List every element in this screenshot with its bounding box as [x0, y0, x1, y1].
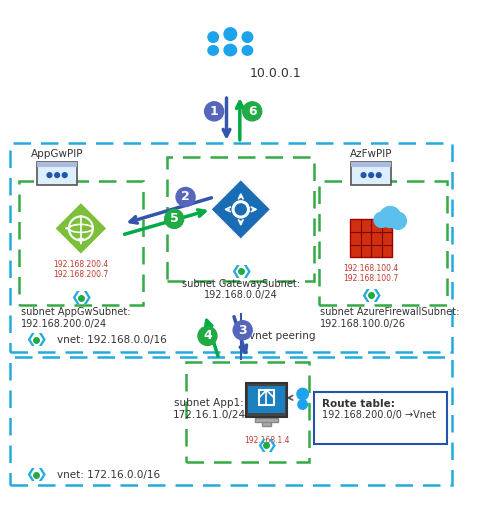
Text: 192.168.200.0/0 →Vnet: 192.168.200.0/0 →Vnet	[321, 410, 435, 420]
Bar	[314, 392, 446, 444]
Text: 6: 6	[247, 105, 256, 118]
Circle shape	[242, 102, 261, 121]
Bar	[349, 219, 391, 257]
Text: ❯: ❯	[81, 291, 91, 304]
Text: 10.0.0.1: 10.0.0.1	[250, 67, 301, 80]
Bar	[19, 181, 142, 305]
Text: Route table:: Route table:	[321, 399, 393, 409]
Text: vnet: 192.168.0.0/16: vnet: 192.168.0.0/16	[57, 335, 166, 345]
Circle shape	[197, 327, 216, 346]
Circle shape	[233, 321, 252, 340]
Circle shape	[242, 32, 252, 42]
Bar	[248, 387, 284, 413]
Ellipse shape	[297, 400, 307, 409]
Ellipse shape	[208, 46, 218, 55]
Text: 192.168.200.4
192.168.200.7: 192.168.200.4 192.168.200.7	[53, 260, 108, 279]
Text: 1: 1	[209, 105, 218, 118]
Text: ❮: ❮	[70, 291, 81, 304]
Polygon shape	[210, 179, 271, 240]
Text: 5: 5	[169, 212, 178, 225]
Circle shape	[376, 173, 380, 178]
Circle shape	[389, 212, 406, 229]
Bar	[185, 361, 309, 461]
Circle shape	[373, 212, 389, 227]
Text: ❯: ❯	[240, 265, 251, 278]
Text: vnet: 172.16.0.0/16: vnet: 172.16.0.0/16	[57, 470, 160, 480]
Circle shape	[204, 102, 223, 121]
Text: ❮: ❮	[360, 289, 370, 302]
Bar	[318, 181, 446, 305]
Ellipse shape	[242, 46, 252, 55]
Text: subnet App1:
172.16.1.0/24: subnet App1: 172.16.1.0/24	[172, 398, 245, 420]
Text: vnet peering: vnet peering	[249, 331, 315, 341]
Text: AppGwPIP: AppGwPIP	[31, 149, 83, 159]
Text: AzFwPIP: AzFwPIP	[349, 149, 392, 159]
Circle shape	[235, 204, 246, 215]
Text: subnet GatewaySubnet:
192.168.0.0/24: subnet GatewaySubnet: 192.168.0.0/24	[182, 279, 299, 301]
Text: ❯: ❯	[266, 439, 276, 452]
Circle shape	[232, 201, 249, 218]
Bar	[350, 162, 390, 167]
Text: ❮: ❮	[26, 333, 36, 346]
Circle shape	[62, 173, 67, 178]
Circle shape	[176, 187, 195, 206]
Text: subnet AzureFirewallSubnet:
192.168.100.0/26: subnet AzureFirewallSubnet: 192.168.100.…	[319, 307, 458, 329]
Circle shape	[296, 388, 308, 400]
Bar	[166, 157, 314, 281]
Bar	[10, 143, 451, 352]
Circle shape	[208, 32, 218, 42]
Circle shape	[379, 206, 400, 227]
Bar	[245, 382, 287, 417]
Text: ❯: ❯	[36, 333, 46, 346]
Bar	[350, 162, 390, 185]
Circle shape	[47, 173, 52, 178]
Text: 192.168.1.4: 192.168.1.4	[243, 436, 288, 445]
Ellipse shape	[224, 45, 236, 56]
Circle shape	[361, 173, 365, 178]
Bar	[261, 421, 271, 426]
Circle shape	[224, 28, 236, 40]
Text: ❯: ❯	[370, 289, 381, 302]
Circle shape	[164, 209, 183, 228]
Bar	[37, 162, 77, 167]
Bar	[10, 357, 451, 485]
Polygon shape	[54, 202, 107, 255]
Text: 4: 4	[203, 329, 212, 343]
Bar	[37, 162, 77, 185]
Text: ❯: ❯	[36, 468, 46, 481]
Text: ❮: ❮	[26, 468, 36, 481]
Bar	[258, 390, 273, 406]
Bar	[255, 418, 277, 421]
Text: ❮: ❮	[230, 265, 240, 278]
Circle shape	[368, 173, 373, 178]
Text: 3: 3	[238, 324, 246, 337]
Text: subnet AppGwSubnet:
192.168.200.0/24: subnet AppGwSubnet: 192.168.200.0/24	[21, 307, 130, 329]
Text: 2: 2	[181, 190, 190, 203]
Text: ❮: ❮	[256, 439, 266, 452]
Text: 192.168.100.4
192.168.100.7: 192.168.100.4 192.168.100.7	[343, 264, 398, 283]
Circle shape	[55, 173, 60, 178]
